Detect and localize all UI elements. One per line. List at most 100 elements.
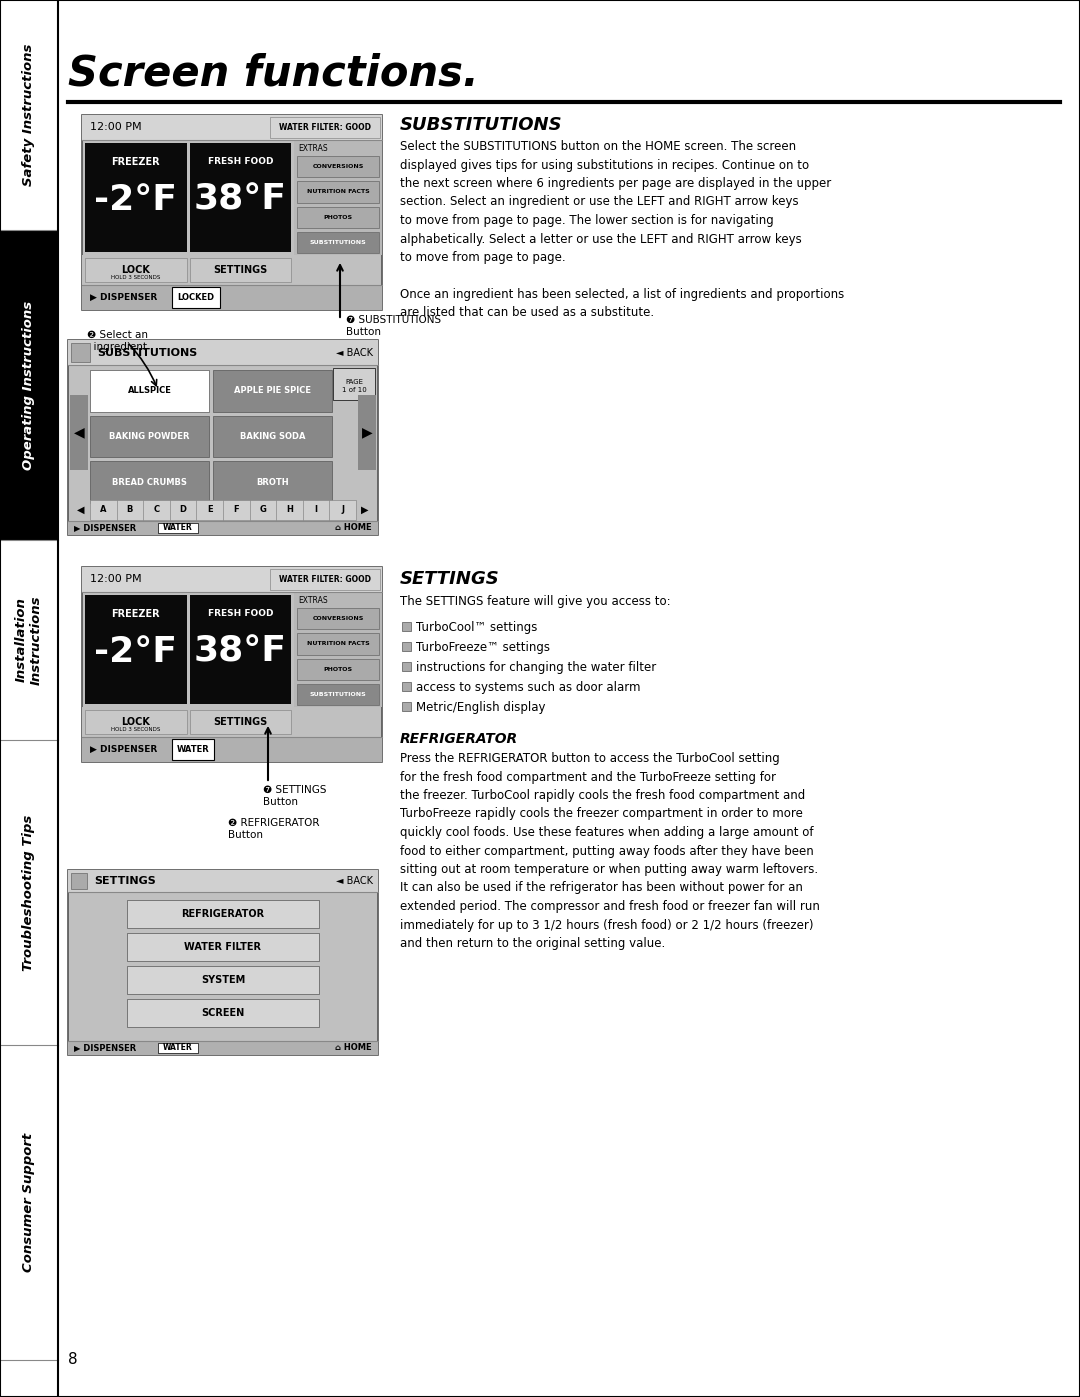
Bar [127, 933, 319, 961]
Bar [158, 1044, 198, 1053]
Bar [297, 207, 379, 228]
Text: REFRIGERATOR: REFRIGERATOR [400, 732, 518, 746]
Bar [90, 370, 210, 412]
Bar [402, 662, 411, 671]
Bar [297, 633, 379, 655]
Text: 12:00 PM: 12:00 PM [90, 123, 141, 133]
Text: ◄ BACK: ◄ BACK [336, 876, 373, 886]
Bar [70, 395, 87, 469]
Text: 12:00 PM: 12:00 PM [90, 574, 141, 584]
Bar [82, 285, 382, 310]
Text: Press the REFRIGERATOR button to access the TurboCool setting
for the fresh food: Press the REFRIGERATOR button to access … [400, 752, 820, 950]
Bar [68, 521, 378, 535]
Bar [270, 569, 380, 590]
Text: Metric/English display: Metric/English display [416, 701, 545, 714]
Bar [85, 710, 187, 733]
Text: ◀: ◀ [78, 504, 84, 515]
Text: SETTINGS: SETTINGS [213, 717, 268, 726]
Text: -2°F: -2°F [94, 183, 177, 217]
Bar [297, 182, 379, 203]
Bar [297, 658, 379, 680]
Bar [71, 344, 90, 362]
Bar [82, 256, 294, 285]
Text: ⌂ HOME: ⌂ HOME [336, 524, 372, 532]
Bar [127, 999, 319, 1027]
Text: EXTRAS: EXTRAS [298, 597, 327, 605]
Text: BAKING SODA: BAKING SODA [240, 432, 306, 441]
Text: FRESH FOOD: FRESH FOOD [207, 156, 273, 166]
Text: HOLD 3 SECONDS: HOLD 3 SECONDS [111, 726, 161, 732]
Text: ▶ DISPENSER: ▶ DISPENSER [75, 524, 136, 532]
Bar [85, 258, 187, 282]
Text: SYSTEM: SYSTEM [201, 975, 245, 985]
Text: 8: 8 [68, 1352, 78, 1368]
Bar [68, 870, 378, 893]
Text: WATER: WATER [163, 524, 193, 532]
Text: WATER FILTER: GOOD: WATER FILTER: GOOD [279, 576, 372, 584]
Bar [68, 870, 378, 1055]
Text: LOCK: LOCK [121, 265, 150, 275]
Text: ▶: ▶ [362, 426, 373, 440]
Text: ❼ SUBSTITUTIONS
Button: ❼ SUBSTITUTIONS Button [346, 314, 441, 337]
Text: Installation
Instructions: Installation Instructions [15, 595, 43, 685]
Text: H: H [286, 506, 293, 514]
Bar [68, 339, 378, 535]
Text: LOCKED: LOCKED [177, 293, 215, 302]
Bar [402, 643, 411, 651]
Text: Select the SUBSTITUTIONS button on the HOME screen. The screen
displayed gives t: Select the SUBSTITUTIONS button on the H… [400, 140, 845, 320]
Text: FREEZER: FREEZER [111, 156, 160, 168]
Bar [189, 595, 291, 704]
Text: WATER FILTER: WATER FILTER [185, 942, 261, 951]
Bar [127, 965, 319, 995]
Bar [127, 900, 319, 928]
Bar [85, 595, 187, 704]
Text: ▶: ▶ [361, 504, 368, 515]
Text: SUBSTITUTIONS: SUBSTITUTIONS [400, 116, 563, 134]
Bar [189, 142, 291, 251]
Text: REFRIGERATOR: REFRIGERATOR [181, 909, 265, 919]
Text: ▶ DISPENSER: ▶ DISPENSER [90, 745, 158, 754]
Bar [82, 567, 382, 761]
Text: D: D [179, 506, 187, 514]
Bar [333, 367, 375, 400]
Text: SETTINGS: SETTINGS [94, 876, 156, 886]
Text: SETTINGS: SETTINGS [400, 570, 500, 588]
Text: WATER FILTER: GOOD: WATER FILTER: GOOD [279, 123, 372, 131]
Text: SCREEN: SCREEN [201, 1009, 245, 1018]
Text: ❷ REFRIGERATOR
Button: ❷ REFRIGERATOR Button [228, 819, 320, 840]
Text: EXTRAS: EXTRAS [298, 144, 327, 154]
Bar [189, 258, 291, 282]
Text: -2°F: -2°F [94, 634, 177, 669]
Bar [82, 707, 294, 738]
Text: The SETTINGS feature will give you access to:: The SETTINGS feature will give you acces… [400, 595, 671, 608]
Text: BAKING POWDER: BAKING POWDER [109, 432, 190, 441]
Text: C: C [153, 506, 160, 514]
Text: WATER: WATER [163, 1044, 193, 1052]
Text: BROTH: BROTH [256, 478, 288, 486]
Text: J: J [341, 506, 345, 514]
Text: ALLSPICE: ALLSPICE [127, 387, 172, 395]
Text: ◄ BACK: ◄ BACK [336, 348, 373, 358]
Text: LOCK: LOCK [121, 717, 150, 726]
Bar [0, 541, 58, 740]
Bar [270, 117, 380, 138]
Text: HOLD 3 SECONDS: HOLD 3 SECONDS [111, 275, 161, 279]
Bar [82, 115, 382, 140]
Text: access to systems such as door alarm: access to systems such as door alarm [416, 682, 640, 694]
Bar [213, 370, 332, 412]
Text: SUBSTITUTIONS: SUBSTITUTIONS [310, 692, 366, 697]
Bar [402, 622, 411, 631]
Text: NUTRITION FACTS: NUTRITION FACTS [307, 641, 369, 647]
Text: CONVERSIONS: CONVERSIONS [312, 616, 364, 622]
Text: E: E [207, 506, 213, 514]
Text: TurboFreeze™ settings: TurboFreeze™ settings [416, 641, 550, 655]
Text: Troubleshooting Tips: Troubleshooting Tips [23, 814, 36, 971]
Text: WATER: WATER [177, 745, 210, 754]
Bar [0, 1045, 58, 1361]
Bar [213, 416, 332, 457]
Bar [68, 1041, 378, 1055]
Bar [402, 682, 411, 692]
Bar [71, 873, 87, 888]
Bar [82, 115, 382, 310]
Bar [0, 0, 58, 231]
